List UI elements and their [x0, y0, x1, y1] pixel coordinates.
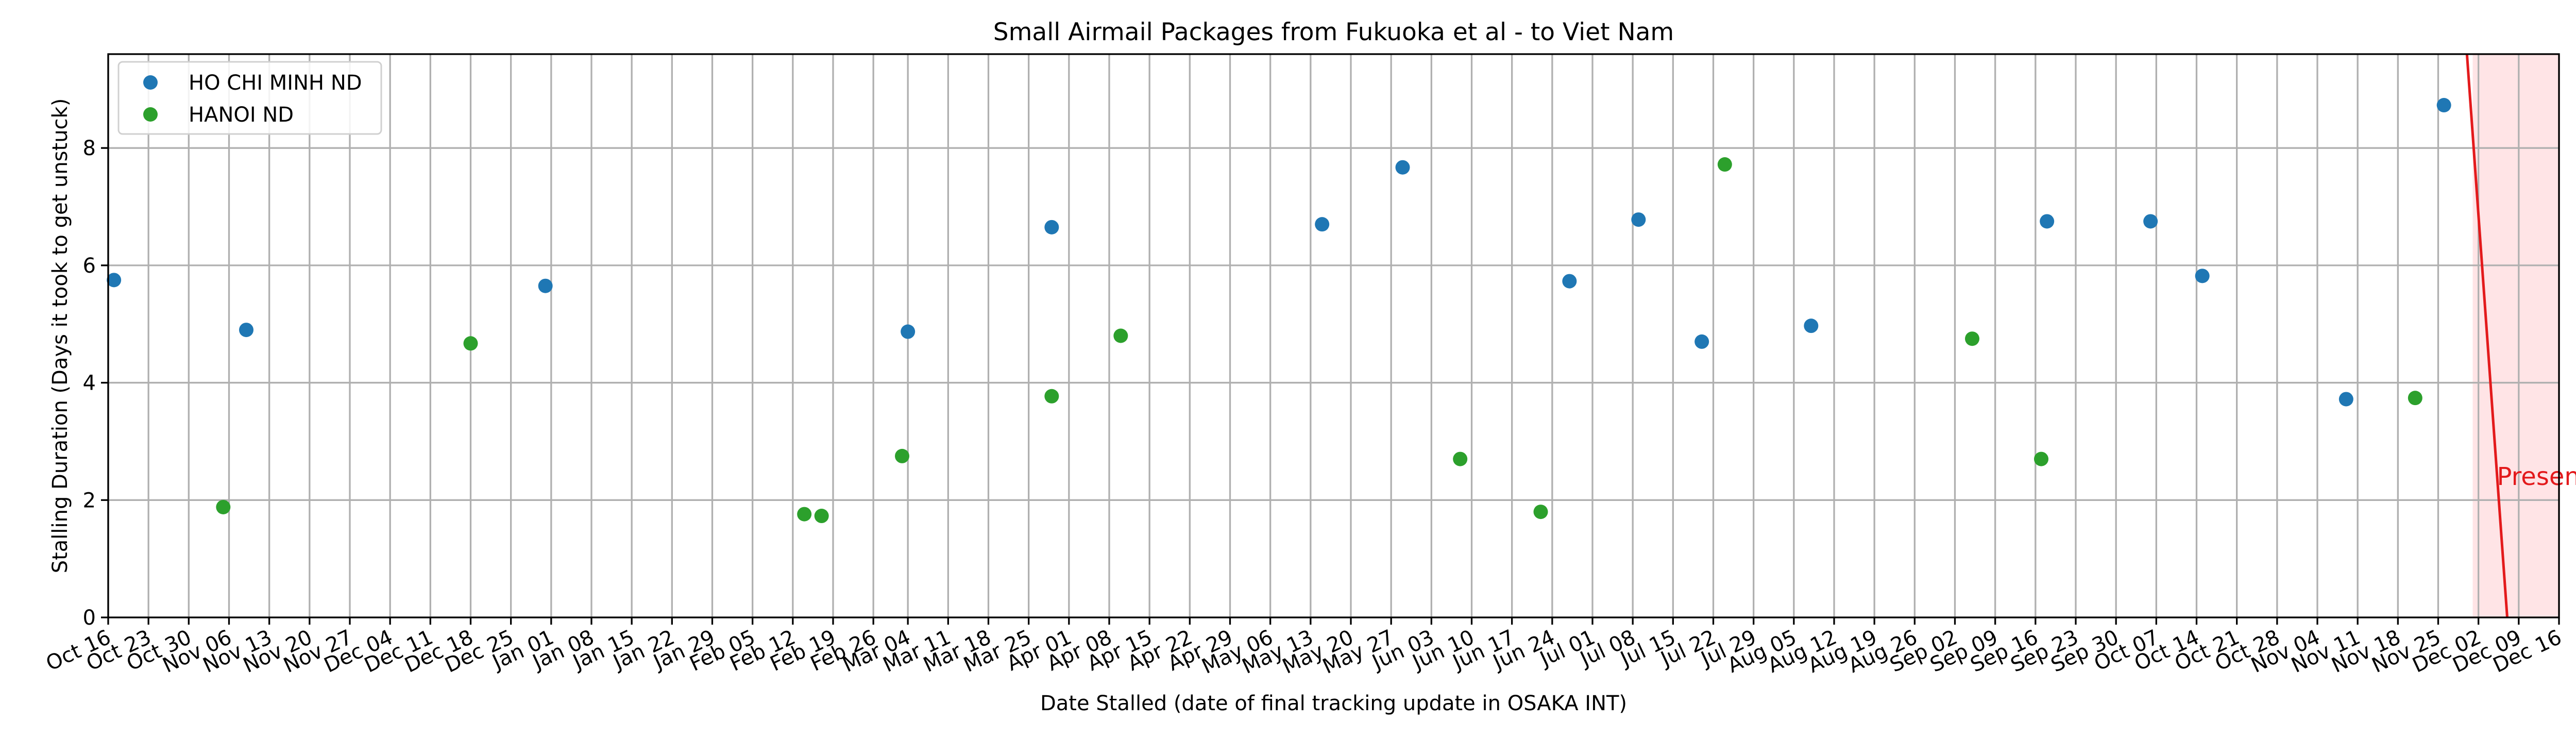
- data-point-series-1: [538, 278, 553, 293]
- data-point-series-1: [1044, 220, 1059, 234]
- data-point-series-1: [2436, 98, 2451, 113]
- legend-marker: [143, 75, 158, 90]
- data-point-series-1: [1395, 160, 1410, 175]
- data-point-series-1: [901, 324, 916, 339]
- data-point-series-2: [463, 336, 478, 351]
- data-point-series-2: [814, 509, 829, 524]
- data-point-series-2: [1044, 389, 1059, 404]
- data-point-series-2: [1717, 157, 1732, 172]
- data-point-series-1: [1694, 334, 1709, 349]
- legend-entry: HO CHI MINH ND: [189, 71, 362, 95]
- data-point-series-1: [2195, 269, 2210, 283]
- y-tick-label: 8: [83, 137, 96, 160]
- data-point-series-2: [1113, 328, 1128, 343]
- data-point-series-2: [1453, 451, 1468, 466]
- data-point-series-1: [1631, 212, 1646, 227]
- legend: HO CHI MINH ND HANOI ND: [117, 61, 382, 135]
- data-point-series-2: [797, 507, 812, 522]
- present-line: [2465, 54, 2509, 618]
- present-marker-layer: Present: [2465, 54, 2576, 618]
- data-point-series-2: [216, 499, 231, 514]
- data-point-series-2: [895, 448, 909, 463]
- data-point-series-2: [1965, 331, 1979, 346]
- y-tick-label: 6: [83, 254, 96, 278]
- points-layer: [107, 98, 2451, 524]
- data-point-series-1: [1804, 319, 1819, 333]
- data-point-series-1: [1562, 274, 1577, 289]
- legend-entry: HANOI ND: [189, 103, 294, 127]
- legend-box: [117, 61, 382, 135]
- y-axis-label: Stalling Duration (Days it took to get u…: [48, 98, 72, 574]
- data-point-series-2: [1533, 505, 1548, 520]
- data-point-series-2: [2408, 391, 2422, 406]
- y-tick-label: 0: [83, 606, 96, 630]
- y-tick-label: 2: [83, 489, 96, 512]
- plot-frame: [107, 53, 2560, 618]
- data-point-series-1: [1315, 217, 1330, 232]
- data-point-series-1: [239, 323, 253, 338]
- present-label: Present: [2497, 462, 2576, 491]
- data-point-series-1: [2040, 214, 2055, 229]
- present-shade-region: [2472, 54, 2559, 617]
- present-shade-layer: [2472, 54, 2559, 617]
- legend-marker: [143, 107, 158, 122]
- x-axis-label: Date Stalled (date of final tracking upd…: [1040, 692, 1627, 715]
- data-point-series-1: [107, 273, 122, 288]
- chart-title: Small Airmail Packages from Fukuoka et a…: [993, 18, 1674, 46]
- data-point-series-1: [2338, 392, 2353, 407]
- y-tick-label: 4: [83, 372, 96, 395]
- grid-layer: [107, 54, 2560, 618]
- data-point-series-1: [2143, 214, 2158, 229]
- data-point-series-2: [2034, 451, 2048, 466]
